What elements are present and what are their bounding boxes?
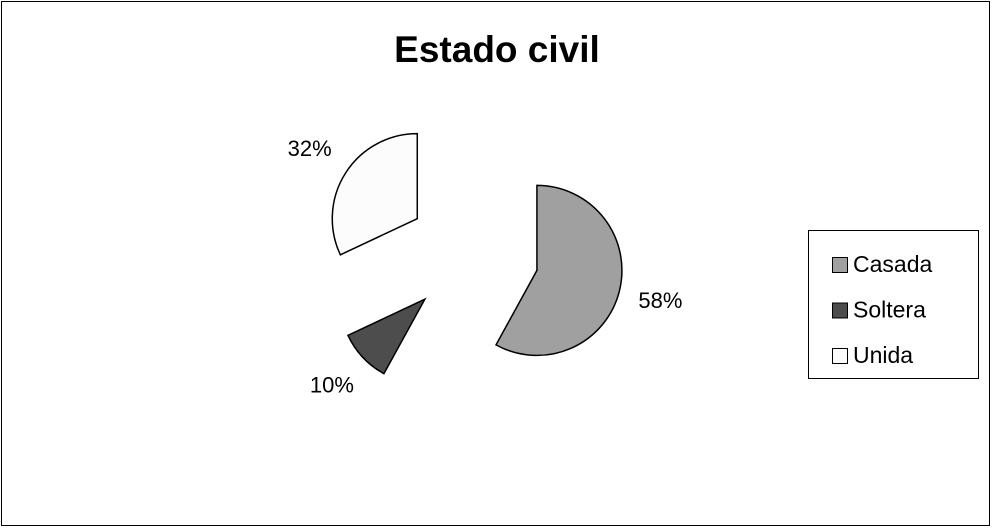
legend-label: Casada <box>853 251 932 277</box>
legend-label: Soltera <box>853 297 926 323</box>
legend-swatch <box>832 348 848 364</box>
data-label: 10% <box>310 372 354 397</box>
data-label: 58% <box>638 288 682 313</box>
pie-slice <box>331 132 419 256</box>
data-label: 32% <box>288 136 332 161</box>
pie-slice <box>346 297 427 375</box>
legend-label: Unida <box>853 342 913 368</box>
chart-title: Estado civil <box>394 29 600 70</box>
pie-slice <box>494 184 623 357</box>
legend-swatch <box>832 257 848 273</box>
legend-swatch <box>832 302 848 319</box>
